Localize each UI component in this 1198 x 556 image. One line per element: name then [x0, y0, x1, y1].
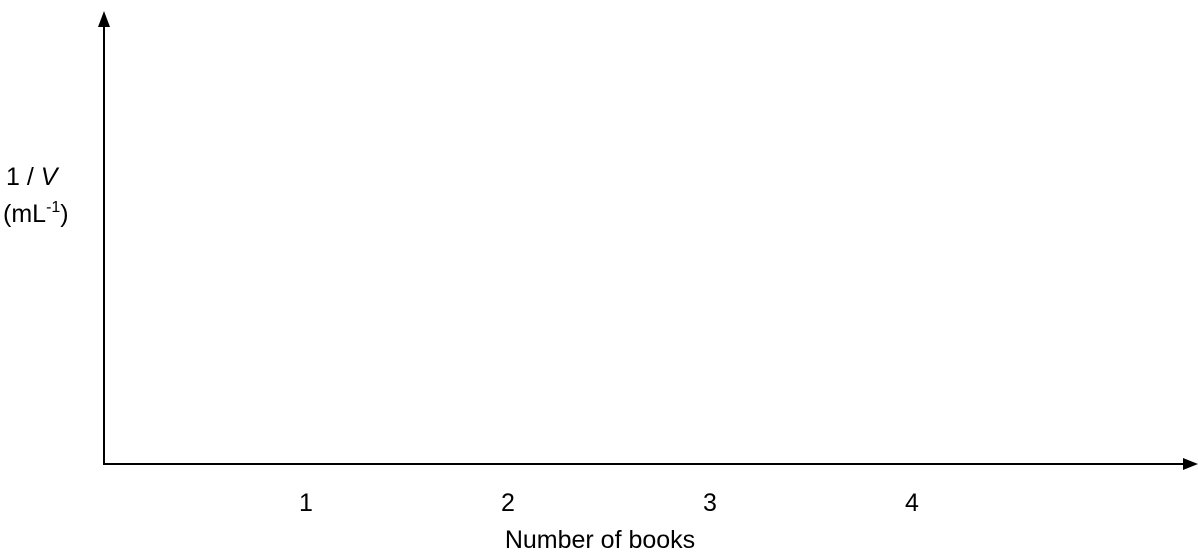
x-tick-label-1: 1: [299, 489, 313, 517]
y-axis-unit-close: ): [60, 200, 68, 228]
x-axis-title: Number of books: [505, 526, 695, 554]
y-axis-unit-superscript: -1: [46, 199, 60, 216]
y-axis-label-variable: V: [41, 163, 60, 191]
y-axis-label: 1 / V: [6, 163, 60, 191]
y-axis-unit: (mL-1): [3, 199, 69, 228]
x-tick-label-3: 3: [703, 489, 717, 517]
y-axis-unit-open: (mL: [3, 200, 46, 228]
y-axis-arrowhead: [98, 11, 110, 27]
y-axis-label-prefix: 1 /: [6, 163, 41, 191]
x-axis-arrowhead: [1183, 458, 1198, 470]
x-tick-label-2: 2: [501, 489, 515, 517]
x-tick-label-4: 4: [905, 489, 919, 517]
x-tick-labels: 1 2 3 4: [299, 489, 919, 517]
